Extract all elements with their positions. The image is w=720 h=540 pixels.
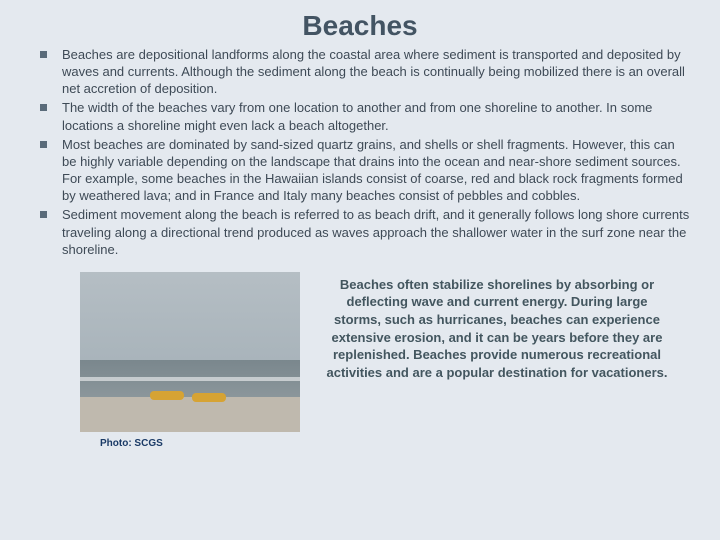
bullet-item: Sediment movement along the beach is ref… bbox=[40, 206, 690, 257]
photo-block: Photo: SCGS bbox=[80, 272, 300, 449]
bullet-item: Beaches are depositional landforms along… bbox=[40, 46, 690, 97]
photo-sand bbox=[80, 397, 300, 432]
bullet-list: Beaches are depositional landforms along… bbox=[30, 46, 690, 258]
beach-photo bbox=[80, 272, 300, 432]
kayak-icon bbox=[150, 391, 184, 400]
slide-title: Beaches bbox=[30, 10, 690, 42]
lower-row: Photo: SCGS Beaches often stabilize shor… bbox=[30, 272, 690, 449]
slide: Beaches Beaches are depositional landfor… bbox=[0, 0, 720, 540]
kayak-icon bbox=[192, 393, 226, 402]
photo-sky bbox=[80, 272, 300, 360]
photo-credit: Photo: SCGS bbox=[100, 438, 300, 449]
bullet-item: Most beaches are dominated by sand-sized… bbox=[40, 136, 690, 205]
caption-text: Beaches often stabilize shorelines by ab… bbox=[322, 272, 690, 449]
photo-wave bbox=[80, 377, 300, 381]
bullet-item: The width of the beaches vary from one l… bbox=[40, 99, 690, 133]
